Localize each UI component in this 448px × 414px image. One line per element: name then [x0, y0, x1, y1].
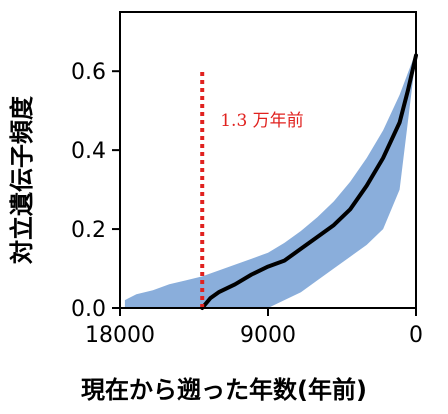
plot-area: 1.3 万年前: [124, 51, 418, 310]
x-tick-label: 18000: [85, 323, 155, 348]
confidence-band: [124, 51, 417, 308]
x-axis-title: 現在から遡った年数(年前): [81, 376, 367, 404]
x-axis: 18000 9000 0: [85, 308, 423, 348]
median-frequency-line: [200, 53, 418, 310]
x-tick-label: 9000: [240, 323, 296, 348]
y-axis: 0.0 0.2 0.4 0.6: [71, 60, 120, 322]
y-axis-title: 対立遺伝子頻度: [8, 95, 36, 264]
y-tick-label: 0.2: [71, 218, 106, 243]
y-tick-label: 0.0: [71, 297, 106, 322]
time-marker-label: 1.3 万年前: [220, 111, 303, 131]
y-tick-label: 0.6: [71, 60, 106, 85]
x-tick-label: 0: [409, 323, 423, 348]
y-tick-label: 0.4: [71, 139, 106, 164]
